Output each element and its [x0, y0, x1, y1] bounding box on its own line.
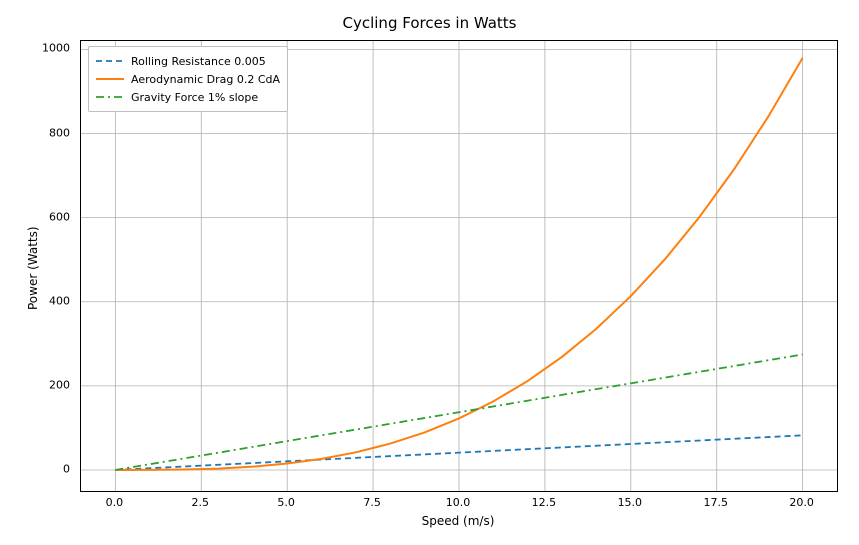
y-tick-label: 0: [40, 462, 70, 475]
x-tick-label: 17.5: [703, 496, 728, 509]
legend-label: Gravity Force 1% slope: [131, 91, 258, 104]
legend-swatch: [96, 91, 124, 103]
x-tick-label: 15.0: [618, 496, 643, 509]
x-tick-label: 0.0: [106, 496, 124, 509]
legend-label: Rolling Resistance 0.005: [131, 55, 266, 68]
x-axis-label: Speed (m/s): [80, 514, 836, 528]
chart-title: Cycling Forces in Watts: [0, 14, 859, 32]
y-axis-label: Power (Watts): [26, 226, 40, 310]
legend-entry-aerodynamic_drag: Aerodynamic Drag 0.2 CdA: [96, 70, 280, 88]
x-tick-label: 10.0: [446, 496, 471, 509]
x-tick-label: 7.5: [363, 496, 381, 509]
legend-entry-rolling_resistance: Rolling Resistance 0.005: [96, 52, 280, 70]
x-tick-label: 12.5: [532, 496, 557, 509]
y-tick-label: 1000: [40, 42, 70, 55]
legend-label: Aerodynamic Drag 0.2 CdA: [131, 73, 280, 86]
x-tick-label: 5.0: [277, 496, 295, 509]
y-tick-label: 200: [40, 378, 70, 391]
legend-swatch: [96, 73, 124, 85]
legend: Rolling Resistance 0.005 Aerodynamic Drag…: [88, 46, 288, 112]
y-tick-label: 800: [40, 126, 70, 139]
y-tick-label: 400: [40, 294, 70, 307]
legend-swatch: [96, 55, 124, 67]
x-tick-label: 2.5: [192, 496, 210, 509]
figure: Cycling Forces in Watts 0.0 2.5 5.0 7.5 10.0…: [0, 0, 859, 545]
x-tick-label: 20.0: [789, 496, 814, 509]
y-tick-label: 600: [40, 210, 70, 223]
legend-entry-gravity_force: Gravity Force 1% slope: [96, 88, 280, 106]
